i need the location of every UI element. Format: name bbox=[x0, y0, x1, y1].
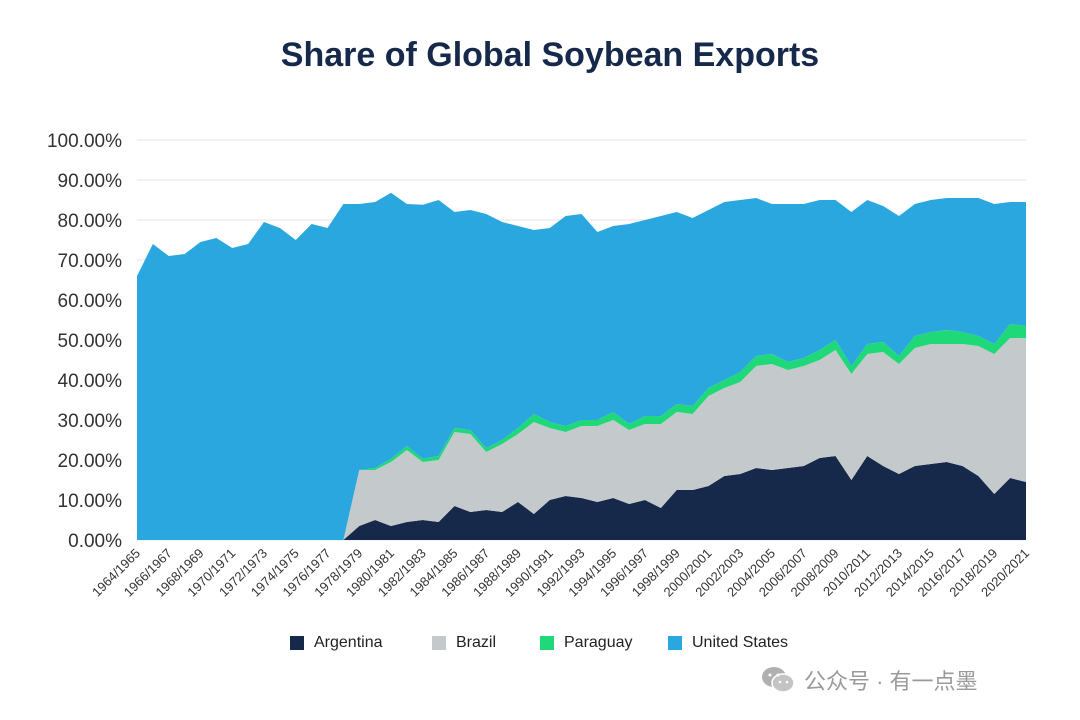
legend-item: Paraguay bbox=[540, 634, 633, 652]
watermark: 公众号 · 有一点墨 bbox=[760, 662, 978, 698]
legend-label: Paraguay bbox=[564, 634, 633, 651]
y-tick-label: 10.00% bbox=[58, 491, 123, 512]
wechat-icon bbox=[762, 667, 795, 693]
legend-swatch bbox=[290, 636, 304, 650]
y-tick-label: 20.00% bbox=[58, 451, 123, 472]
legend-swatch bbox=[432, 636, 446, 650]
y-tick-label: 40.00% bbox=[58, 371, 123, 392]
y-tick-label: 0.00% bbox=[68, 531, 122, 552]
legend: Argentina Brazil Paraguay United States bbox=[0, 634, 1080, 658]
legend-item: Argentina bbox=[290, 634, 383, 652]
area-series bbox=[137, 192, 1026, 541]
y-tick-label: 80.00% bbox=[58, 211, 123, 232]
y-tick-label: 100.00% bbox=[47, 131, 122, 152]
legend-label: Argentina bbox=[314, 634, 383, 651]
legend-swatch bbox=[540, 636, 554, 650]
y-tick-label: 30.00% bbox=[58, 411, 123, 432]
legend-item: Brazil bbox=[432, 634, 496, 652]
legend-label: United States bbox=[692, 634, 789, 651]
y-tick-label: 50.00% bbox=[58, 331, 123, 352]
legend-swatch bbox=[668, 636, 682, 650]
y-axis: 0.00% 10.00% 20.00% 30.00% 40.00% 50.00% 60.00… bbox=[47, 131, 122, 552]
y-tick-label: 60.00% bbox=[58, 291, 123, 312]
watermark-text: 公众号 · 有一点墨 bbox=[804, 669, 978, 694]
legend-label: Brazil bbox=[456, 634, 497, 651]
y-tick-label: 90.00% bbox=[58, 171, 123, 192]
area-united-states bbox=[137, 192, 1026, 541]
chart-title: Share of Global Soybean Exports bbox=[280, 36, 820, 74]
x-axis: 1964/19651966/19671968/19691970/19711972… bbox=[89, 546, 1032, 600]
area-brazil bbox=[137, 338, 1026, 540]
y-tick-label: 70.00% bbox=[58, 251, 123, 272]
legend-item: United States bbox=[668, 634, 788, 652]
